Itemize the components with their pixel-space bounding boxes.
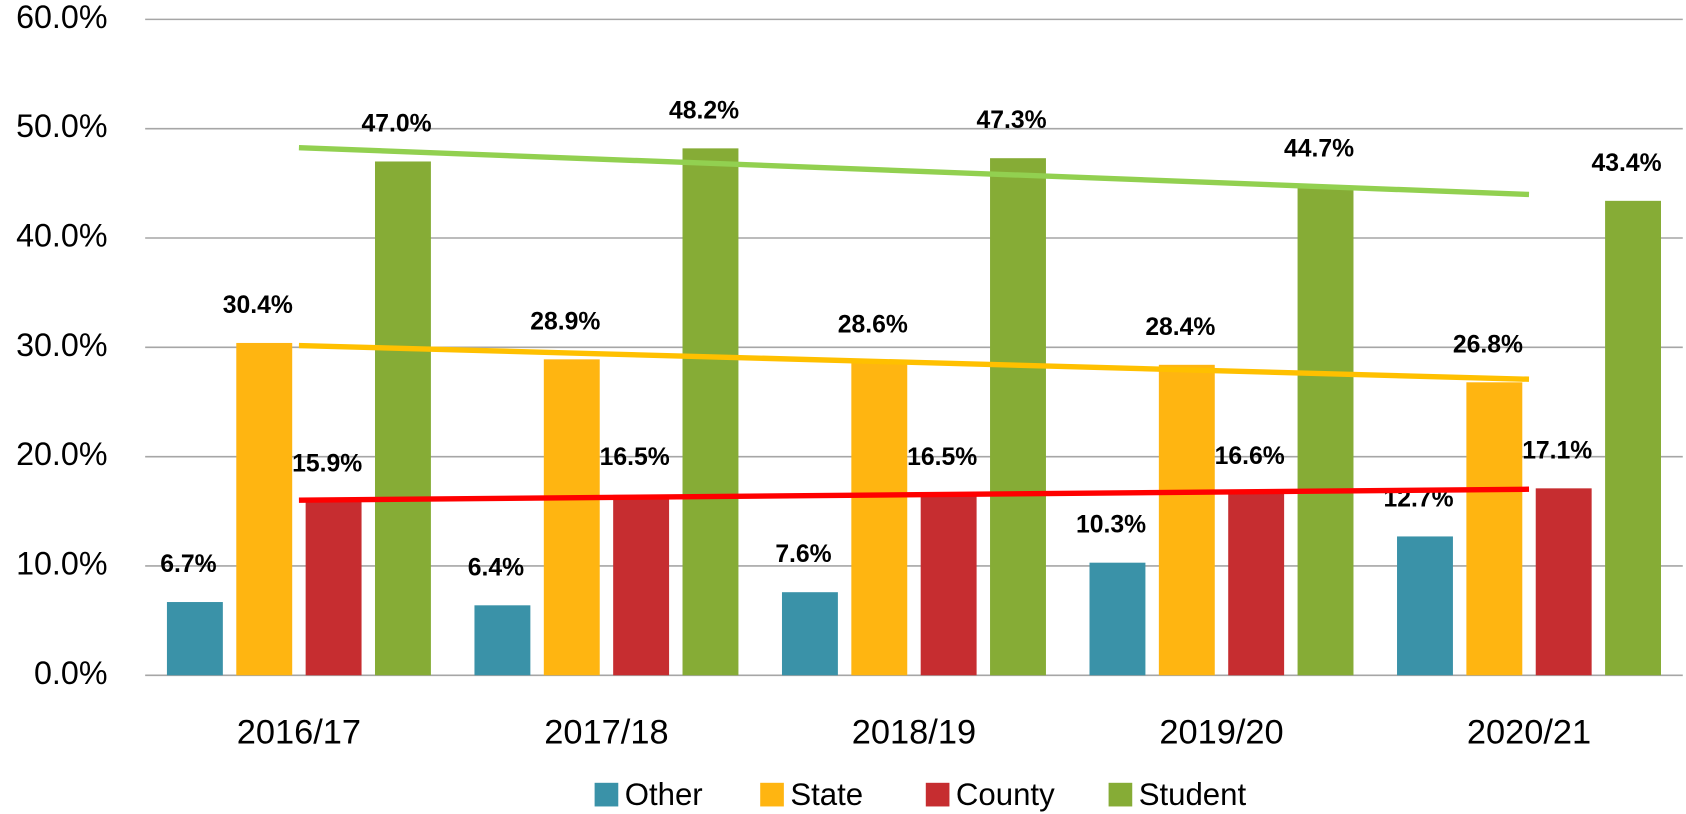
value-label: 16.5% — [907, 444, 977, 471]
value-label: 28.9% — [530, 308, 600, 335]
bar — [305, 501, 362, 676]
bar — [543, 359, 600, 676]
bar — [1466, 382, 1523, 676]
bar — [1535, 488, 1592, 676]
value-label: 16.5% — [600, 444, 670, 471]
legend-swatch — [594, 782, 619, 807]
bar — [682, 148, 739, 676]
value-label: 28.4% — [1145, 314, 1215, 341]
legend-label: County — [956, 777, 1055, 812]
bar — [1397, 536, 1453, 676]
value-label: 44.7% — [1284, 136, 1354, 163]
bar — [474, 605, 531, 676]
bar — [990, 158, 1046, 676]
legend-swatch — [1108, 782, 1133, 807]
legend-swatch — [760, 782, 784, 807]
value-label: 30.4% — [223, 292, 293, 319]
legend-label: Student — [1139, 777, 1247, 812]
y-tick-label: 10.0% — [16, 545, 107, 581]
bar — [166, 602, 223, 676]
bar — [1158, 364, 1215, 676]
legend-label: Other — [625, 777, 703, 812]
bar — [1605, 200, 1662, 676]
value-label: 48.2% — [669, 97, 739, 124]
value-label: 15.9% — [292, 450, 362, 477]
x-tick-label: 2016/17 — [237, 714, 361, 752]
value-label: 43.4% — [1592, 150, 1662, 177]
trendline — [298, 145, 1530, 198]
trendline — [298, 486, 1530, 503]
bar — [374, 161, 431, 676]
value-label: 7.6% — [775, 541, 831, 568]
legend-swatch — [925, 782, 950, 807]
bar — [1089, 562, 1146, 676]
x-tick-label: 2020/21 — [1467, 714, 1591, 752]
y-tick-label: 60.0% — [16, 0, 107, 35]
bar — [1228, 493, 1285, 676]
bar — [920, 494, 977, 676]
value-label: 6.4% — [468, 554, 524, 581]
value-label: 28.6% — [838, 312, 908, 339]
value-label: 17.1% — [1522, 437, 1592, 464]
trendline — [298, 342, 1530, 382]
value-label: 10.3% — [1076, 512, 1146, 539]
value-label: 26.8% — [1453, 331, 1523, 358]
value-label: 16.6% — [1215, 443, 1285, 470]
bar — [236, 342, 293, 676]
y-tick-label: 50.0% — [16, 108, 107, 144]
legend-label: State — [790, 777, 863, 812]
x-tick-label: 2019/20 — [1159, 714, 1283, 752]
value-label: 47.0% — [361, 110, 431, 137]
bar — [851, 362, 908, 676]
y-tick-label: 40.0% — [16, 218, 107, 254]
x-tick-label: 2017/18 — [544, 714, 668, 752]
bar — [613, 494, 670, 676]
bar — [1297, 186, 1354, 676]
y-tick-label: 30.0% — [16, 327, 107, 363]
y-tick-label: 0.0% — [34, 655, 108, 691]
value-label: 6.7% — [160, 551, 216, 578]
x-tick-label: 2018/19 — [852, 714, 976, 752]
bar — [781, 592, 838, 676]
value-label: 47.3% — [976, 107, 1046, 134]
y-tick-label: 20.0% — [16, 436, 107, 472]
